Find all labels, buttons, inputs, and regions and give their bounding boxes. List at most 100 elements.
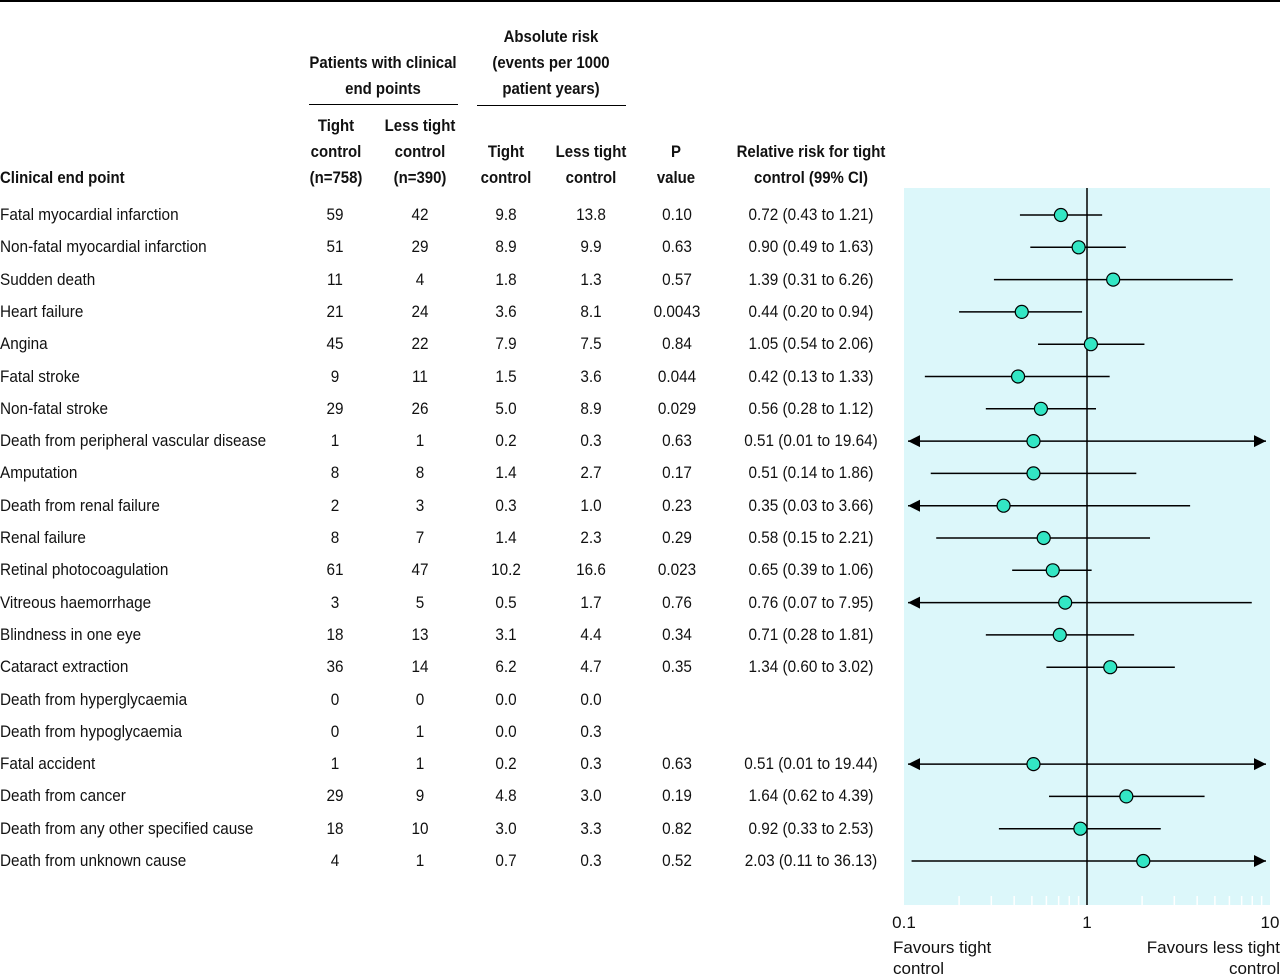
cell-p-value: 0.82 [662, 818, 692, 838]
relative-risk-point [1053, 207, 1068, 223]
header-clinical-end-point: Clinical end point [0, 168, 125, 187]
relative-risk-point [1026, 466, 1041, 481]
header-pvalue: P value [656, 142, 696, 187]
cell-abs-less: 16.6 [576, 560, 606, 580]
cell-n-less: 8 [415, 463, 425, 483]
cell-n-less: 10 [411, 818, 429, 838]
cell-abs-less: 0.3 [580, 851, 602, 870]
cell-n-tight: 2 [330, 495, 340, 515]
cell-p-value: 0.34 [662, 624, 692, 644]
header-relative-risk: Relative risk for tight control (99% CI) [736, 142, 886, 187]
cell-relative-risk: 0.56 (0.28 to 1.12) [748, 398, 874, 418]
cell-endpoint: Fatal stroke [0, 366, 80, 386]
relative-risk-point [1026, 434, 1041, 449]
cell-relative-risk: 0.51 (0.01 to 19.64) [744, 431, 878, 451]
cell-p-value: 0.023 [657, 560, 697, 580]
cell-n-tight: 1 [330, 754, 340, 774]
cell-endpoint: Cataract extraction [0, 657, 129, 677]
cell-relative-risk: 0.65 (0.39 to 1.06) [748, 560, 874, 580]
cell-relative-risk: 0.76 (0.07 to 7.95) [748, 592, 874, 612]
header-patients-underline [309, 104, 458, 105]
header-tight-abs: Tight control [480, 142, 532, 187]
axis-minor-ticks [958, 896, 1263, 905]
cell-n-tight: 18 [326, 624, 344, 644]
cell-relative-risk: 1.64 (0.62 to 4.39) [748, 786, 874, 806]
cell-n-less: 5 [415, 592, 425, 612]
cell-relative-risk: 0.44 (0.20 to 0.94) [748, 301, 874, 321]
cell-abs-tight: 0.5 [495, 592, 517, 612]
cell-endpoint: Renal failure [0, 528, 86, 547]
cell-abs-tight: 1.4 [495, 463, 517, 483]
cell-abs-less: 3.6 [580, 366, 602, 386]
cell-n-less: 24 [411, 301, 429, 321]
cell-n-less: 13 [411, 624, 429, 644]
cell-n-less: 4 [415, 269, 425, 289]
ci-arrow-left [908, 435, 920, 448]
cell-abs-tight: 1.4 [495, 528, 517, 547]
cell-n-tight: 4 [330, 851, 340, 870]
cell-p-value: 0.63 [662, 237, 692, 257]
cell-n-tight: 0 [330, 721, 340, 741]
cell-abs-tight: 5.0 [495, 398, 517, 418]
cell-n-tight: 29 [326, 398, 344, 418]
cell-endpoint: Sudden death [0, 269, 96, 289]
cell-abs-less: 2.3 [580, 528, 602, 547]
cell-n-tight: 8 [330, 463, 340, 483]
cell-n-less: 3 [415, 495, 425, 515]
cell-p-value: 0.57 [662, 269, 692, 289]
cell-p-value: 0.63 [662, 754, 692, 774]
ci-arrow-right [1254, 855, 1266, 867]
cell-endpoint: Amputation [0, 463, 78, 483]
relative-risk-point [1058, 595, 1073, 610]
cell-n-less: 1 [415, 431, 425, 451]
cell-abs-less: 8.9 [580, 398, 602, 418]
relative-risk-point [1036, 530, 1051, 546]
cell-endpoint: Death from hyperglycaemia [0, 689, 188, 709]
cell-endpoint: Death from hypoglycaemia [0, 721, 182, 741]
cell-n-tight: 51 [326, 237, 344, 257]
cell-p-value: 0.76 [662, 592, 692, 612]
relative-risk-point [996, 498, 1011, 513]
cell-n-tight: 18 [326, 818, 344, 838]
cell-abs-less: 1.3 [580, 269, 602, 289]
top-rule [0, 0, 1280, 2]
cell-abs-tight: 7.9 [495, 334, 517, 354]
cell-abs-tight: 9.8 [495, 205, 517, 224]
relative-risk-point [1073, 821, 1088, 836]
cell-abs-less: 4.4 [580, 624, 602, 644]
ci-arrow-right [1254, 758, 1266, 771]
cell-abs-tight: 1.8 [495, 269, 517, 289]
ci-arrow-right [1254, 435, 1266, 448]
header-less-abs: Less tight control [555, 142, 627, 187]
cell-n-tight: 29 [326, 786, 344, 806]
cell-abs-less: 3.0 [580, 786, 602, 806]
cell-abs-less: 8.1 [580, 301, 602, 321]
cell-abs-tight: 0.0 [495, 721, 517, 741]
cell-endpoint: Non-fatal stroke [0, 398, 108, 418]
cell-n-less: 7 [415, 528, 425, 547]
cell-abs-tight: 0.7 [495, 851, 517, 870]
cell-abs-less: 0.3 [580, 721, 602, 741]
axis-tick-label: 10 [1261, 913, 1280, 932]
relative-risk-point [1052, 627, 1067, 643]
cell-n-less: 11 [412, 366, 428, 386]
cell-abs-tight: 3.1 [495, 624, 517, 644]
cell-relative-risk: 0.58 (0.15 to 2.21) [748, 528, 874, 547]
header-absolute-underline [477, 105, 626, 106]
cell-relative-risk: 0.72 (0.43 to 1.21) [748, 205, 874, 224]
cell-abs-less: 9.9 [580, 237, 602, 257]
cell-n-tight: 9 [330, 366, 340, 386]
cell-n-tight: 45 [326, 334, 344, 354]
cell-relative-risk: 0.42 (0.13 to 1.33) [748, 366, 874, 386]
cell-abs-tight: 0.3 [495, 495, 517, 515]
cell-n-less: 26 [411, 398, 429, 418]
cell-n-tight: 0 [330, 689, 340, 709]
relative-risk-point [1136, 853, 1151, 869]
cell-n-less: 9 [415, 786, 425, 806]
cell-n-tight: 36 [326, 657, 344, 677]
cell-n-less: 1 [415, 851, 425, 870]
ci-arrow-left [908, 499, 920, 512]
cell-n-tight: 11 [327, 269, 343, 289]
axis-tick-label: 1 [1082, 913, 1091, 932]
relative-risk-point [1014, 304, 1029, 319]
